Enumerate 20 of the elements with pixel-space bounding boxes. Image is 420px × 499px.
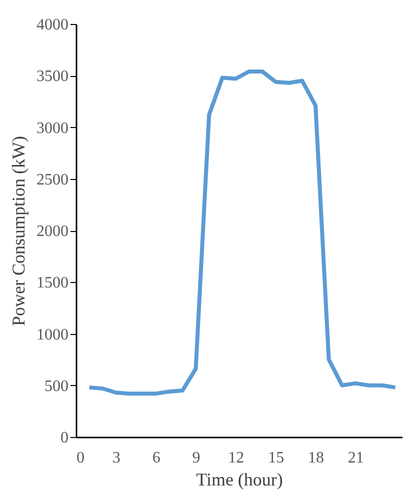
- y-tick-label: 0: [60, 430, 68, 446]
- y-tick-label: 2000: [36, 223, 68, 240]
- y-tick-label: 1500: [36, 274, 68, 292]
- y-tick-label: 500: [44, 378, 68, 395]
- x-axis-title: Time (hour): [196, 470, 283, 490]
- y-tick-label: 1000: [36, 326, 68, 344]
- y-axis-title: Power Consumption (kW): [8, 136, 28, 326]
- y-tick-label: 3500: [36, 68, 68, 86]
- line-series: [87, 69, 398, 396]
- y-tick-label: 3000: [36, 120, 68, 137]
- y-tick-label: 4000: [36, 16, 68, 34]
- x-tick-label: 9: [192, 450, 200, 466]
- y-tick-label: 2500: [36, 171, 68, 188]
- x-tick-label: 12: [228, 450, 244, 466]
- x-tick-label: 18: [308, 450, 324, 466]
- x-tick-label: 3: [112, 450, 120, 466]
- x-tick-label: 21: [348, 450, 364, 466]
- x-tick-label: 15: [268, 450, 284, 466]
- x-tick-label: 6: [152, 450, 160, 466]
- x-tick-label: 0: [76, 450, 84, 466]
